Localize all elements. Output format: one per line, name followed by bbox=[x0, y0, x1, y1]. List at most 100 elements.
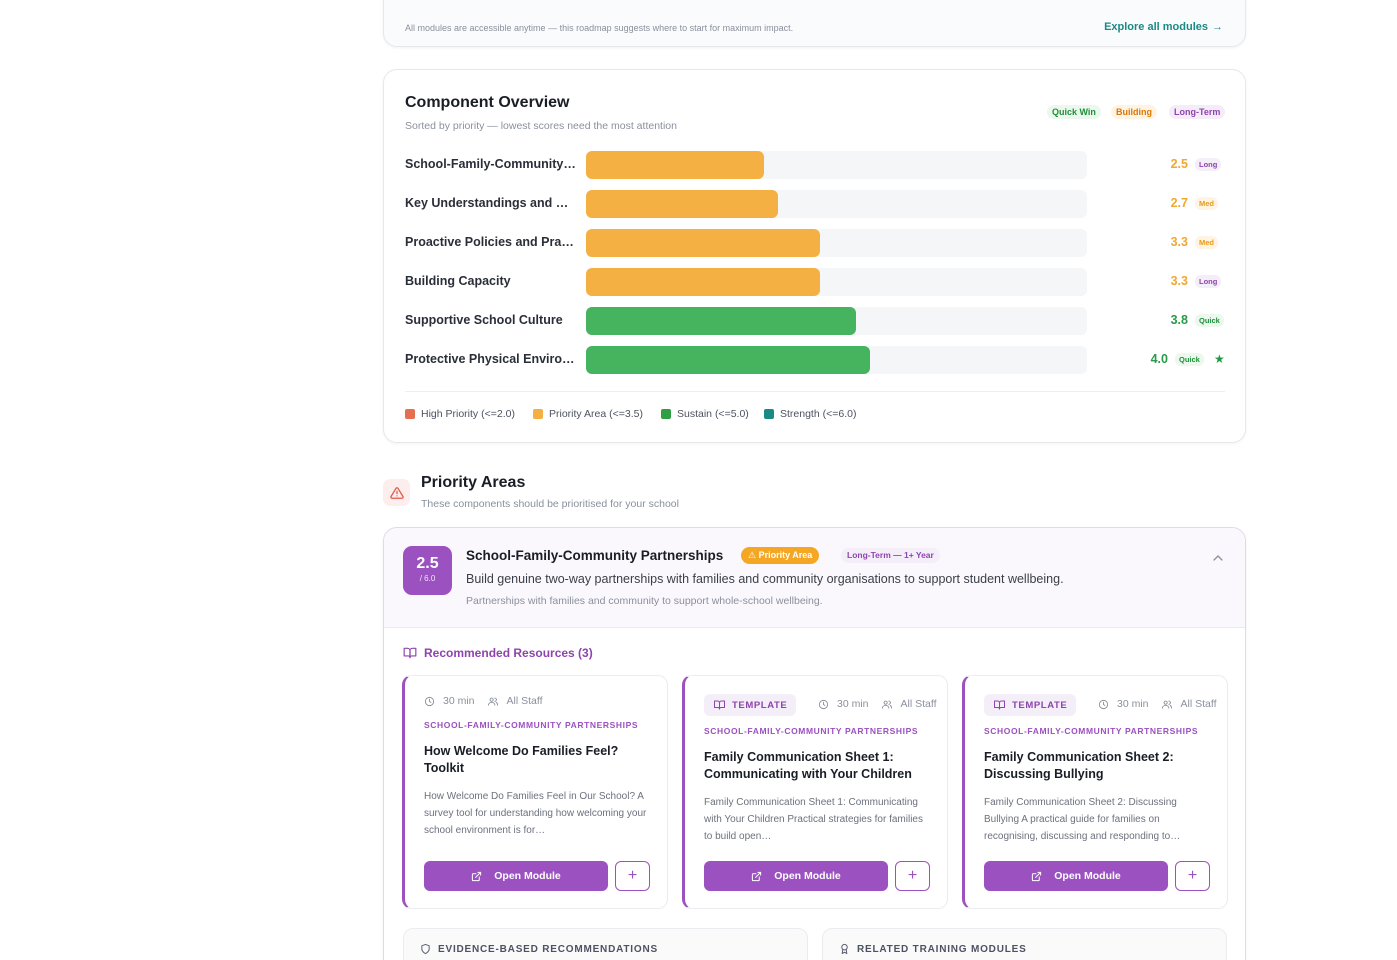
resource-meta: 30 min All Staff bbox=[1098, 698, 1229, 710]
component-row[interactable]: Supportive School Culture 3.8 Quick bbox=[405, 307, 1225, 335]
priority-areas-title: Priority Areas bbox=[421, 474, 526, 491]
resource-type: TEMPLATE bbox=[732, 699, 788, 711]
priority-badge-label: Priority Area bbox=[758, 550, 813, 560]
resource-audience: All Staff bbox=[1180, 698, 1217, 710]
open-module-button[interactable]: Open Module bbox=[984, 861, 1168, 891]
component-score: 2.5 bbox=[1170, 157, 1188, 171]
component-label: Building Capacity bbox=[405, 274, 511, 288]
users-icon bbox=[487, 696, 503, 707]
component-score: 3.3 bbox=[1170, 274, 1188, 288]
add-to-plan-button[interactable]: + bbox=[615, 861, 650, 891]
component-overview-subtitle: Sorted by priority — lowest scores need … bbox=[405, 120, 677, 132]
resource-duration: 30 min bbox=[1117, 698, 1149, 710]
score-badge: 2.5 / 6.0 bbox=[403, 546, 452, 595]
evidence-recommendations-label: EVIDENCE-BASED RECOMMENDATIONS bbox=[420, 943, 658, 955]
score-max: / 6.0 bbox=[419, 574, 436, 583]
resource-audience: All Staff bbox=[900, 698, 937, 710]
open-module-button[interactable]: Open Module bbox=[424, 861, 608, 891]
legend-swatch bbox=[661, 409, 671, 419]
component-row[interactable]: Protective Physical Enviro… 4.0 Quick ★ bbox=[405, 346, 1225, 374]
bar-fill bbox=[586, 307, 857, 335]
priority-area-description: Build genuine two-way partnerships with … bbox=[466, 572, 1064, 586]
bar-fill bbox=[586, 346, 871, 374]
add-to-plan-button[interactable]: + bbox=[895, 861, 930, 891]
clock-icon bbox=[1098, 699, 1113, 710]
bar-track bbox=[586, 190, 1087, 218]
warning-triangle-icon: ⚠ bbox=[748, 550, 757, 560]
legend-swatch bbox=[764, 409, 774, 419]
resource-description: Family Communication Sheet 2: Discussing… bbox=[984, 797, 1181, 842]
timeframe-tag: Long bbox=[1195, 158, 1222, 171]
recommended-resources-label: Recommended Resources (3) bbox=[424, 646, 593, 660]
resource-category: SCHOOL-FAMILY-COMMUNITY PARTNERSHIPS bbox=[704, 726, 919, 736]
resource-duration: 30 min bbox=[837, 698, 869, 710]
component-label: Key Understandings and C… bbox=[405, 196, 577, 210]
external-link-icon bbox=[471, 871, 488, 882]
resource-card[interactable]: TEMPLATE 30 min All Staff SCHOOL-FAMILY-COM… bbox=[682, 675, 948, 909]
overview-divider bbox=[405, 391, 1225, 392]
users-icon bbox=[1161, 699, 1177, 710]
open-module-label: Open Module bbox=[494, 870, 561, 882]
legend-label: Priority Area (<=3.5) bbox=[549, 408, 643, 420]
roadmap-card: All modules are accessible anytime — thi… bbox=[383, 0, 1246, 47]
legend-label: Strength (<=6.0) bbox=[780, 408, 857, 420]
star-icon: ★ bbox=[1214, 352, 1225, 366]
resource-duration: 30 min bbox=[443, 695, 475, 707]
recommended-resources-heading: Recommended Resources (3) bbox=[403, 646, 593, 660]
resource-title[interactable]: How Welcome Do Families Feel? Toolkit bbox=[424, 744, 619, 775]
explore-all-modules-link[interactable]: Explore all modules → bbox=[1104, 21, 1223, 33]
component-label: Protective Physical Enviro… bbox=[405, 352, 575, 366]
resource-title[interactable]: Family Communication Sheet 2: Discussing… bbox=[984, 750, 1174, 781]
shield-icon bbox=[421, 943, 430, 955]
bar-track bbox=[586, 151, 1087, 179]
component-row[interactable]: School-Family-Community… 2.5 Long bbox=[405, 151, 1225, 179]
resource-meta: 30 min All Staff bbox=[424, 695, 555, 707]
score-value: 2.5 bbox=[416, 555, 439, 572]
legend-label: Sustain (<=5.0) bbox=[677, 408, 749, 420]
resource-audience: All Staff bbox=[506, 695, 543, 707]
clock-icon bbox=[818, 699, 833, 710]
component-label: Proactive Policies and Pra… bbox=[405, 235, 574, 249]
component-score: 2.7 bbox=[1170, 196, 1188, 210]
bar-track bbox=[586, 229, 1087, 257]
clock-icon bbox=[424, 696, 439, 707]
template-badge: TEMPLATE bbox=[704, 694, 797, 716]
resource-description: Family Communication Sheet 1: Communicat… bbox=[704, 797, 923, 842]
resource-card[interactable]: 30 min All Staff SCHOOL-FAMILY-COMMUNITY P… bbox=[402, 675, 668, 909]
priority-area-title: School-Family-Community Partnerships bbox=[466, 548, 724, 563]
evidence-recommendations-section[interactable]: EVIDENCE-BASED RECOMMENDATIONS bbox=[403, 928, 808, 960]
resource-card[interactable]: TEMPLATE 30 min All Staff SCHOOL-FAMILY-COM… bbox=[962, 675, 1228, 909]
training-label-text: RELATED TRAINING MODULES bbox=[857, 943, 1027, 955]
bar-fill bbox=[586, 229, 821, 257]
priority-area-header[interactable]: 2.5 / 6.0 School-Family-Community Partne… bbox=[384, 528, 1245, 628]
template-badge: TEMPLATE bbox=[984, 694, 1077, 716]
component-overview-card: Component Overview Sorted by priority — … bbox=[383, 69, 1246, 443]
resource-description: How Welcome Do Families Feel in Our Scho… bbox=[424, 791, 647, 836]
legend-item: Sustain (<=5.0) bbox=[661, 408, 749, 420]
building-chip: Building bbox=[1111, 105, 1157, 119]
open-module-button[interactable]: Open Module bbox=[704, 861, 888, 891]
priority-area-badge: ⚠ Priority Area bbox=[741, 547, 820, 564]
related-training-section[interactable]: RELATED TRAINING MODULES bbox=[822, 928, 1227, 960]
resource-title[interactable]: Family Communication Sheet 1: Communicat… bbox=[704, 750, 912, 781]
timeframe-tag: Long bbox=[1195, 275, 1222, 288]
component-row[interactable]: Key Understandings and C… 2.7 Med bbox=[405, 190, 1225, 218]
external-link-icon bbox=[751, 871, 768, 882]
collapse-chevron-icon[interactable] bbox=[1210, 550, 1226, 566]
bar-track bbox=[586, 346, 1087, 374]
external-link-icon bbox=[1031, 871, 1048, 882]
component-row[interactable]: Proactive Policies and Pra… 3.3 Med bbox=[405, 229, 1225, 257]
timeframe-tag: Med bbox=[1195, 197, 1218, 210]
legend-swatch bbox=[533, 409, 543, 419]
timeframe-tag: Quick bbox=[1195, 314, 1224, 327]
bar-track bbox=[586, 268, 1087, 296]
priority-areas-subtitle: These components should be prioritised f… bbox=[421, 498, 679, 510]
bar-fill bbox=[586, 190, 778, 218]
warning-triangle-icon bbox=[383, 479, 410, 506]
priority-area-note: Partnerships with families and community… bbox=[466, 595, 823, 607]
timeframe-tag: Quick bbox=[1175, 353, 1204, 366]
legend-swatch bbox=[405, 409, 415, 419]
component-row[interactable]: Building Capacity 3.3 Long bbox=[405, 268, 1225, 296]
component-score: 3.3 bbox=[1170, 235, 1188, 249]
add-to-plan-button[interactable]: + bbox=[1175, 861, 1210, 891]
